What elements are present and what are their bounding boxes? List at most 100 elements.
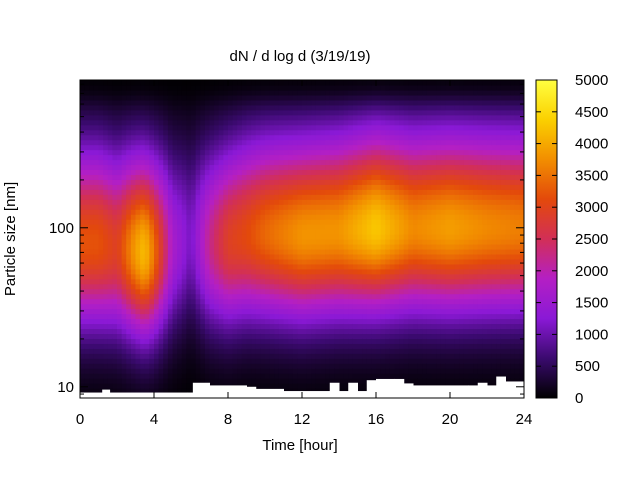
heatmap-cell — [297, 224, 303, 230]
heatmap-cell — [195, 219, 201, 225]
heatmap-cell — [408, 99, 414, 106]
heatmap-cell — [214, 84, 220, 91]
heatmap-cell — [80, 388, 86, 394]
heatmap-cell — [112, 363, 118, 369]
heatmap-cell — [223, 278, 229, 285]
heatmap-cell — [140, 199, 146, 205]
heatmap-cell — [172, 139, 178, 146]
heatmap-cell — [84, 239, 90, 245]
heatmap-cell — [274, 328, 280, 335]
heatmap-cell — [297, 124, 303, 131]
heatmap-cell — [232, 353, 238, 359]
heatmap-cell — [399, 273, 405, 280]
heatmap-cell — [144, 174, 150, 180]
heatmap-cell — [214, 209, 220, 215]
heatmap-cell — [112, 129, 118, 136]
heatmap-cell — [214, 253, 220, 260]
heatmap-cell — [371, 293, 377, 300]
heatmap-cell — [269, 243, 275, 250]
heatmap-cell — [394, 164, 400, 171]
heatmap-cell — [403, 313, 409, 320]
heatmap-cell — [376, 298, 382, 305]
heatmap-cell — [265, 209, 271, 215]
heatmap-cell — [144, 348, 150, 354]
heatmap-cell — [218, 313, 224, 320]
heatmap-cell — [121, 214, 127, 220]
heatmap-cell — [366, 323, 372, 330]
heatmap-cell — [130, 288, 137, 295]
heatmap-cell — [121, 179, 127, 185]
heatmap-cell — [93, 383, 100, 389]
heatmap-cell — [269, 104, 275, 111]
heatmap-cell — [93, 323, 100, 330]
heatmap-cell — [283, 80, 289, 86]
heatmap-cell — [288, 144, 294, 151]
heatmap-cell — [265, 174, 271, 180]
heatmap-cell — [246, 139, 252, 146]
heatmap-cell — [140, 80, 146, 86]
heatmap-cell — [288, 169, 294, 176]
heatmap-cell — [130, 248, 137, 255]
heatmap-cell — [376, 124, 382, 131]
heatmap-cell — [232, 214, 238, 220]
heatmap-cell — [107, 104, 113, 111]
heatmap-cell — [403, 303, 409, 310]
heatmap-cell — [311, 84, 317, 91]
heatmap-cell — [149, 303, 155, 310]
heatmap-cell — [357, 298, 363, 305]
heatmap-cell — [278, 308, 285, 315]
heatmap-cell — [232, 323, 238, 330]
heatmap-cell — [121, 139, 127, 146]
heatmap-cell — [172, 94, 178, 101]
heatmap-cell — [371, 124, 377, 131]
heatmap-cell — [339, 358, 345, 364]
heatmap-cell — [408, 328, 414, 335]
heatmap-cell — [237, 278, 243, 285]
heatmap-cell — [93, 368, 100, 374]
heatmap-cell — [135, 94, 141, 101]
heatmap-cell — [399, 263, 405, 270]
heatmap-cell — [408, 278, 414, 285]
heatmap-cell — [380, 313, 386, 320]
heatmap-cell — [237, 318, 243, 325]
heatmap-cell — [167, 129, 174, 136]
heatmap-cell — [380, 358, 386, 364]
heatmap-cell — [426, 343, 433, 349]
heatmap-cell — [334, 224, 340, 230]
heatmap-cell — [241, 323, 248, 330]
heatmap-cell — [311, 154, 317, 161]
heatmap-cell — [436, 209, 442, 215]
heatmap-cell — [84, 129, 90, 136]
heatmap-cell — [269, 258, 275, 265]
heatmap-cell — [389, 174, 396, 180]
heatmap-cell — [380, 308, 386, 315]
heatmap-cell — [204, 179, 211, 185]
heatmap-cell — [232, 164, 238, 171]
heatmap-cell — [107, 378, 113, 384]
heatmap-cell — [93, 248, 100, 255]
heatmap-cell — [394, 184, 400, 190]
heatmap-cell — [339, 308, 345, 315]
heatmap-cell — [255, 248, 261, 255]
heatmap-cell — [232, 84, 238, 91]
heatmap-cell — [403, 378, 409, 384]
heatmap-cell — [154, 303, 160, 310]
heatmap-cell — [352, 94, 359, 101]
heatmap-cell — [126, 84, 132, 91]
heatmap-cell — [269, 378, 275, 384]
heatmap-cell — [292, 383, 298, 389]
heatmap-cell — [357, 99, 363, 106]
heatmap-cell — [325, 348, 331, 354]
heatmap-cell — [177, 248, 183, 255]
heatmap-cell — [436, 174, 442, 180]
heatmap-cell — [255, 154, 261, 161]
heatmap-cell — [362, 313, 368, 320]
heatmap-cell — [348, 189, 354, 195]
heatmap-cell — [223, 253, 229, 260]
heatmap-cell — [191, 99, 197, 106]
heatmap-cell — [329, 333, 335, 339]
heatmap-cell — [237, 348, 243, 354]
heatmap-cell — [191, 84, 197, 91]
heatmap-cell — [288, 99, 294, 106]
heatmap-cell — [278, 219, 285, 225]
